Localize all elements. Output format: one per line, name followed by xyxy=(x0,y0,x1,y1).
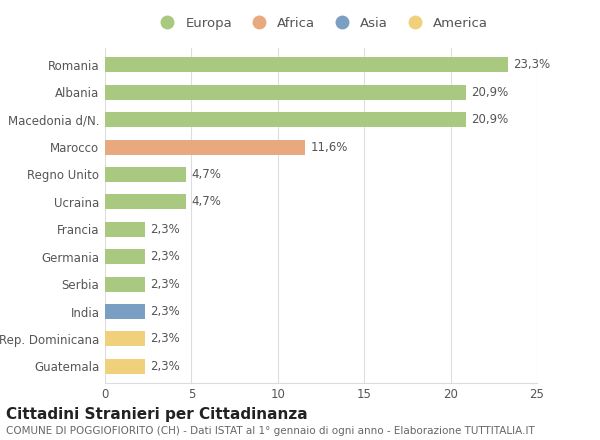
Bar xyxy=(105,304,145,319)
Legend: Europa, Africa, Asia, America: Europa, Africa, Asia, America xyxy=(149,11,493,35)
Text: Cittadini Stranieri per Cittadinanza: Cittadini Stranieri per Cittadinanza xyxy=(6,407,308,422)
Text: 4,7%: 4,7% xyxy=(191,168,221,181)
Text: 23,3%: 23,3% xyxy=(513,59,550,71)
Bar xyxy=(105,167,186,182)
Bar xyxy=(105,194,186,209)
Bar xyxy=(105,85,466,100)
Bar xyxy=(105,331,145,346)
Text: 2,3%: 2,3% xyxy=(150,333,179,345)
Text: 11,6%: 11,6% xyxy=(311,140,348,154)
Text: 2,3%: 2,3% xyxy=(150,360,179,373)
Bar xyxy=(105,359,145,374)
Text: 2,3%: 2,3% xyxy=(150,278,179,291)
Text: 2,3%: 2,3% xyxy=(150,250,179,263)
Bar xyxy=(105,222,145,237)
Text: 20,9%: 20,9% xyxy=(472,113,509,126)
Text: 4,7%: 4,7% xyxy=(191,195,221,209)
Text: 2,3%: 2,3% xyxy=(150,305,179,318)
Bar xyxy=(105,277,145,292)
Bar xyxy=(105,112,466,127)
Text: COMUNE DI POGGIOFIORITO (CH) - Dati ISTAT al 1° gennaio di ogni anno - Elaborazi: COMUNE DI POGGIOFIORITO (CH) - Dati ISTA… xyxy=(6,426,535,436)
Bar xyxy=(105,249,145,264)
Text: 20,9%: 20,9% xyxy=(472,86,509,99)
Text: 2,3%: 2,3% xyxy=(150,223,179,236)
Bar xyxy=(105,57,508,73)
Bar xyxy=(105,139,305,154)
